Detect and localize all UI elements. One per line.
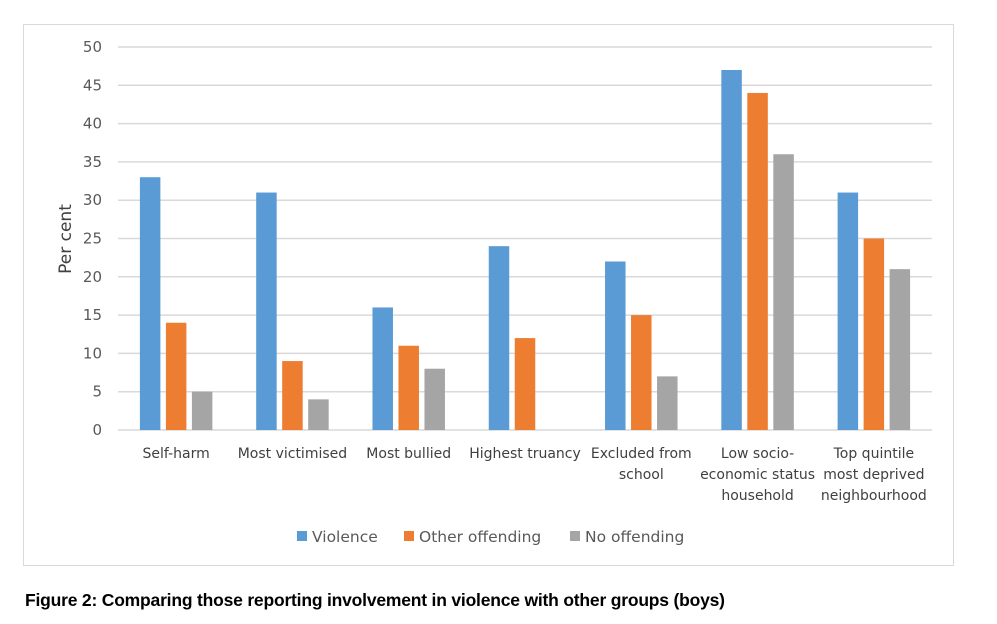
bar-other-offending [398, 345, 419, 430]
bar-other-offending [514, 338, 536, 430]
y-tick-label: 40 [83, 115, 102, 133]
legend-label: Violence [312, 528, 378, 546]
legend-swatch [570, 531, 580, 541]
x-axis-categories: Self-harm Most victimised Most bullied High… [143, 446, 927, 504]
y-tick-label: 30 [83, 191, 102, 209]
bar-violence [488, 246, 510, 430]
y-tick-label: 15 [83, 306, 102, 324]
bar-no-offending [657, 376, 678, 430]
y-tick-label: 50 [83, 38, 102, 56]
bar-other-offending [165, 322, 187, 430]
bar-no-offending [889, 269, 911, 430]
x-category-label: Most bullied [366, 446, 451, 462]
bar-violence [605, 261, 626, 430]
bar-other-offending [747, 92, 768, 431]
gridlines [118, 46, 932, 431]
bar-violence [372, 307, 393, 430]
bar-other-offending [282, 361, 303, 430]
legend-swatch [404, 531, 414, 541]
y-tick-label: 20 [83, 268, 102, 286]
x-category-label: economic status [700, 467, 815, 483]
legend-label: Other offending [419, 528, 541, 546]
bar-violence [256, 192, 277, 430]
x-category-label: Top quintile [833, 446, 914, 462]
bar-no-offending [773, 154, 794, 431]
y-tick-label: 45 [83, 76, 102, 94]
bar-other-offending [631, 315, 652, 430]
y-tick-label: 35 [83, 153, 102, 171]
x-category-label: Highest truancy [469, 446, 581, 462]
bar-other-offending [863, 238, 885, 430]
y-tick-label: 25 [83, 230, 102, 248]
bar-violence [139, 177, 161, 430]
x-category-label: neighbourhood [821, 488, 927, 504]
bar-violence [837, 192, 859, 430]
bar-chart: 0 5 10 15 20 25 30 35 40 45 50 Per cent Self-harm M… [56, 38, 932, 546]
x-category-label: Most victimised [238, 446, 347, 462]
x-category-label: most deprived [823, 467, 924, 483]
x-category-label: Low socio- [721, 446, 794, 462]
bars [139, 69, 911, 431]
legend-swatch [297, 531, 307, 541]
y-axis-label: Per cent [56, 204, 76, 274]
bar-no-offending [424, 368, 445, 430]
x-category-label: household [721, 488, 793, 504]
y-tick-label: 5 [92, 383, 102, 401]
bar-no-offending [191, 391, 213, 430]
bar-no-offending [308, 399, 329, 430]
y-axis-ticks: 0 5 10 15 20 25 30 35 40 45 50 [83, 38, 102, 439]
y-tick-label: 0 [92, 421, 102, 439]
legend: Violence Other offending No offending [297, 528, 684, 546]
bar-violence [721, 69, 742, 430]
y-tick-label: 10 [83, 344, 102, 362]
x-category-label: Excluded from [591, 446, 692, 462]
legend-label: No offending [585, 528, 684, 546]
x-category-label: school [619, 467, 664, 483]
chart-frame [23, 24, 954, 566]
x-category-label: Self-harm [143, 446, 210, 462]
figure-caption: Figure 2: Comparing those reporting invo… [25, 590, 725, 610]
